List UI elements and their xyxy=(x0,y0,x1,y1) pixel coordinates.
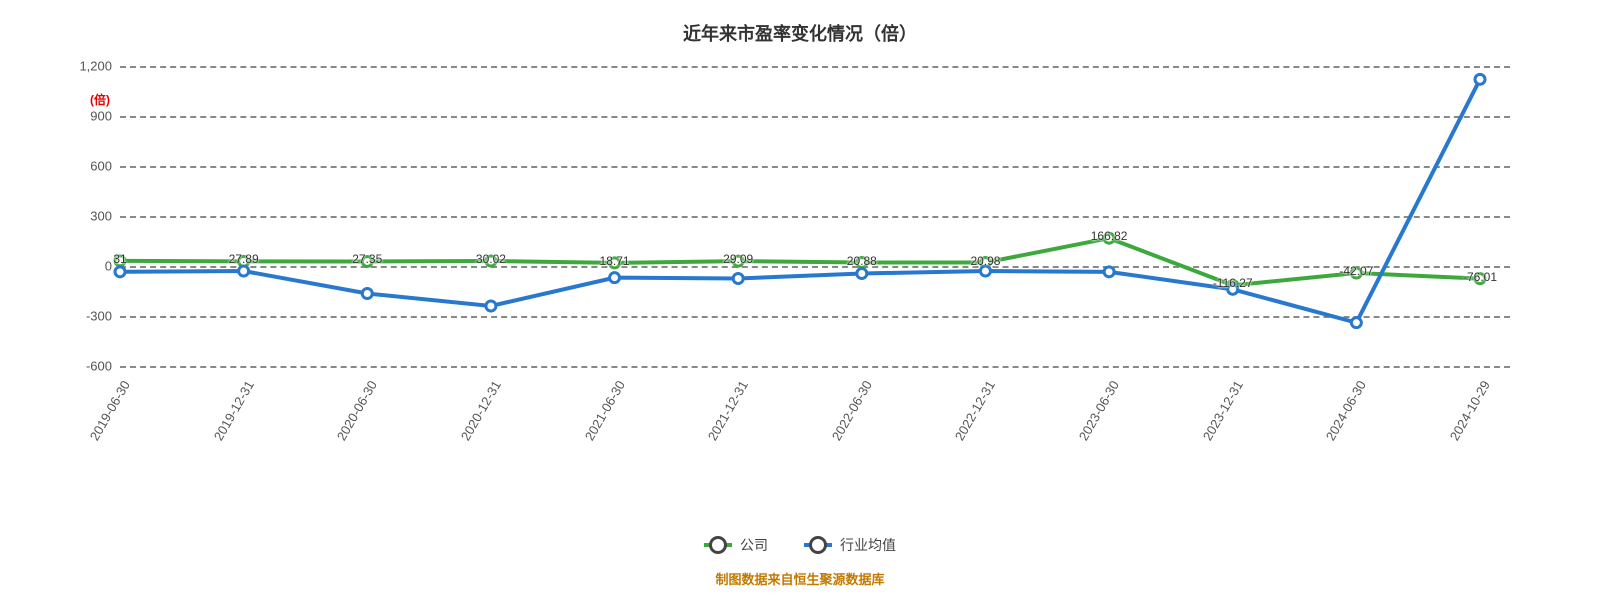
x-tick-label: 2023-12-31 xyxy=(1199,378,1245,443)
y-tick-label: 900 xyxy=(90,109,112,124)
data-value-label: -116.27 xyxy=(1213,276,1253,290)
legend-swatch-icon xyxy=(804,543,832,547)
chart-plot-area: (倍) -600-30003006009001,200 2019-06-3020… xyxy=(120,66,1480,366)
x-tick-label: 2020-12-31 xyxy=(458,378,504,443)
legend-label: 公司 xyxy=(740,535,768,555)
x-tick-label: 2024-06-30 xyxy=(1323,378,1369,443)
data-value-label: 20.98 xyxy=(970,254,1000,268)
data-value-label: 29.09 xyxy=(723,252,753,266)
legend-item[interactable]: 公司 xyxy=(704,535,768,555)
data-value-label: 27.35 xyxy=(352,252,382,266)
series-line xyxy=(120,238,1480,285)
x-tick-label: 2023-06-30 xyxy=(1076,378,1122,443)
data-value-label: -42.07 xyxy=(1339,264,1373,278)
chart-title: 近年来市盈率变化情况（倍） xyxy=(0,0,1600,46)
x-tick-label: 2019-06-30 xyxy=(87,378,133,443)
series-line xyxy=(120,79,1480,322)
chart-lines xyxy=(120,66,1480,366)
series-marker xyxy=(486,301,496,311)
legend-item[interactable]: 行业均值 xyxy=(804,535,896,555)
x-tick-label: 2022-12-31 xyxy=(952,378,998,443)
data-value-label: 27.89 xyxy=(229,252,259,266)
y-tick-label: 1,200 xyxy=(79,59,112,74)
x-tick-label: 2021-12-31 xyxy=(705,378,751,443)
legend-swatch-icon xyxy=(704,543,732,547)
series-marker xyxy=(115,267,125,277)
series-marker xyxy=(1351,318,1361,328)
y-axis-label: (倍) xyxy=(90,91,110,108)
series-marker xyxy=(980,266,990,276)
series-marker xyxy=(1104,267,1114,277)
series-marker xyxy=(733,274,743,284)
x-tick-label: 2020-06-30 xyxy=(334,378,380,443)
y-tick-label: -300 xyxy=(86,309,112,324)
data-value-label: 18.71 xyxy=(600,254,630,268)
y-tick-label: 600 xyxy=(90,159,112,174)
data-value-label: -76.01 xyxy=(1463,270,1497,284)
x-tick-label: 2021-06-30 xyxy=(581,378,627,443)
series-marker xyxy=(1475,74,1485,84)
series-marker xyxy=(857,269,867,279)
chart-legend: 公司 行业均值 xyxy=(0,534,1600,555)
legend-label: 行业均值 xyxy=(840,535,896,555)
x-tick-label: 2024-10-29 xyxy=(1447,378,1493,443)
gridline xyxy=(120,366,1510,368)
series-marker xyxy=(239,266,249,276)
data-value-label: 31 xyxy=(113,252,126,266)
x-tick-label: 2022-06-30 xyxy=(829,378,875,443)
y-tick-label: 300 xyxy=(90,209,112,224)
data-value-label: 20.88 xyxy=(847,254,877,268)
chart-footer-note: 制图数据来自恒生聚源数据库 xyxy=(0,569,1600,588)
x-tick-label: 2019-12-31 xyxy=(210,378,256,443)
y-tick-label: -600 xyxy=(86,359,112,374)
series-marker xyxy=(362,289,372,299)
series-marker xyxy=(610,273,620,283)
data-value-label: 30.02 xyxy=(476,252,506,266)
data-value-label: 166.82 xyxy=(1091,229,1128,243)
y-tick-label: 0 xyxy=(105,259,112,274)
